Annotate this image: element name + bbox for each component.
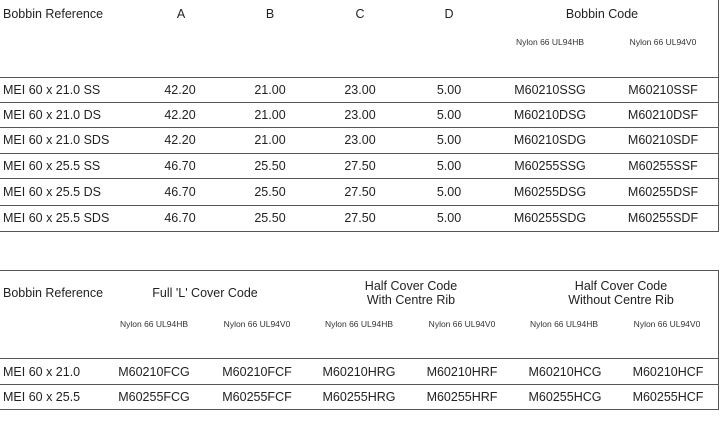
subheader-ul94v0: Nylon 66 UL94V0 bbox=[629, 37, 697, 47]
table-border bbox=[718, 270, 719, 410]
cell-d: 5.00 bbox=[436, 133, 462, 147]
cell-full-hb: M60255FCG bbox=[118, 390, 190, 404]
cell-code-hb: M60210SDG bbox=[513, 133, 587, 147]
cell-code-hb: M60210SSG bbox=[514, 83, 586, 97]
cell-a: 46.70 bbox=[164, 211, 196, 225]
header-bobbin-code: Bobbin Code bbox=[565, 7, 639, 21]
cell-code-v0: M60255DSF bbox=[627, 185, 699, 199]
cell-d: 5.00 bbox=[436, 159, 462, 173]
cell-code-v0: M60210SSF bbox=[628, 83, 698, 97]
cell-code-hb: M60210DSG bbox=[513, 108, 587, 122]
header-bobbin-reference: Bobbin Reference bbox=[3, 7, 104, 21]
row-divider bbox=[0, 77, 719, 78]
row-divider bbox=[0, 358, 719, 359]
cell-full-v0: M60255FCF bbox=[222, 390, 292, 404]
header-a: A bbox=[176, 7, 186, 21]
cell-code-v0: M60255SDF bbox=[627, 211, 699, 225]
subheader-ul94v0: Nylon 66 UL94V0 bbox=[428, 319, 496, 329]
cell-ref: MEI 60 x 25.5 SDS bbox=[3, 211, 110, 225]
header-b: B bbox=[265, 7, 275, 21]
cell-norib-v0: M60210HCF bbox=[632, 365, 704, 379]
cell-code-v0: M60210DSF bbox=[627, 108, 699, 122]
cell-b: 21.00 bbox=[254, 133, 286, 147]
row-divider bbox=[0, 231, 719, 232]
cell-ref: MEI 60 x 25.5 SS bbox=[3, 159, 101, 173]
subheader-ul94hb: Nylon 66 UL94HB bbox=[529, 319, 599, 329]
subheader-ul94v0: Nylon 66 UL94V0 bbox=[633, 319, 701, 329]
cell-ref: MEI 60 x 25.5 DS bbox=[3, 185, 101, 199]
row-divider bbox=[0, 153, 719, 154]
cell-ref: MEI 60 x 21.0 SDS bbox=[3, 133, 110, 147]
cell-full-hb: M60210FCG bbox=[118, 365, 190, 379]
cell-a: 42.20 bbox=[164, 133, 196, 147]
header-half-cover-norib-line1: Half Cover Code bbox=[574, 279, 668, 293]
cell-norib-hb: M60210HCG bbox=[528, 365, 602, 379]
cell-b: 25.50 bbox=[254, 159, 286, 173]
row-divider bbox=[0, 127, 719, 128]
header-half-cover-rib-line1: Half Cover Code bbox=[364, 279, 458, 293]
header-half-cover-rib-line2: With Centre Rib bbox=[366, 293, 456, 307]
cell-code-hb: M60255SSG bbox=[514, 159, 586, 173]
cell-ref: MEI 60 x 21.0 bbox=[3, 365, 81, 379]
table-top-border bbox=[0, 270, 719, 271]
cell-b: 21.00 bbox=[254, 108, 286, 122]
cell-c: 27.50 bbox=[344, 185, 376, 199]
cell-ref: MEI 60 x 21.0 SS bbox=[3, 83, 101, 97]
cell-a: 42.20 bbox=[164, 83, 196, 97]
row-divider bbox=[0, 409, 719, 410]
subheader-ul94hb: Nylon 66 UL94HB bbox=[324, 319, 394, 329]
cell-b: 25.50 bbox=[254, 185, 286, 199]
table-border bbox=[718, 0, 719, 232]
cell-rib-hb: M60210HRG bbox=[322, 365, 396, 379]
cell-ref: MEI 60 x 25.5 bbox=[3, 390, 81, 404]
header-d: D bbox=[444, 7, 454, 21]
row-divider bbox=[0, 178, 719, 179]
cell-code-hb: M60255SDG bbox=[513, 211, 587, 225]
cell-d: 5.00 bbox=[436, 185, 462, 199]
cell-full-v0: M60210FCF bbox=[222, 365, 292, 379]
header-bobbin-reference: Bobbin Reference bbox=[3, 286, 104, 300]
subheader-ul94hb: Nylon 66 UL94HB bbox=[119, 319, 189, 329]
subheader-ul94hb: Nylon 66 UL94HB bbox=[515, 37, 585, 47]
cell-code-v0: M60255SSF bbox=[628, 159, 698, 173]
cell-code-v0: M60210SDF bbox=[627, 133, 699, 147]
header-half-cover-norib-line2: Without Centre Rib bbox=[568, 293, 674, 307]
cell-c: 23.00 bbox=[344, 133, 376, 147]
cell-c: 27.50 bbox=[344, 159, 376, 173]
cell-d: 5.00 bbox=[436, 108, 462, 122]
cell-code-hb: M60255DSG bbox=[513, 185, 587, 199]
cell-b: 25.50 bbox=[254, 211, 286, 225]
cell-ref: MEI 60 x 21.0 DS bbox=[3, 108, 101, 122]
cell-norib-v0: M60255HCF bbox=[632, 390, 704, 404]
cell-a: 46.70 bbox=[164, 185, 196, 199]
cell-a: 42.20 bbox=[164, 108, 196, 122]
cell-a: 46.70 bbox=[164, 159, 196, 173]
cell-norib-hb: M60255HCG bbox=[528, 390, 602, 404]
cell-c: 23.00 bbox=[344, 108, 376, 122]
cell-d: 5.00 bbox=[436, 83, 462, 97]
header-c: C bbox=[355, 7, 365, 21]
cell-c: 23.00 bbox=[344, 83, 376, 97]
cell-rib-v0: M60210HRF bbox=[426, 365, 498, 379]
cell-b: 21.00 bbox=[254, 83, 286, 97]
row-divider bbox=[0, 205, 719, 206]
subheader-ul94v0: Nylon 66 UL94V0 bbox=[223, 319, 291, 329]
row-divider bbox=[0, 102, 719, 103]
cell-c: 27.50 bbox=[344, 211, 376, 225]
cell-rib-hb: M60255HRG bbox=[322, 390, 396, 404]
header-full-l-cover-code: Full 'L' Cover Code bbox=[152, 286, 258, 300]
cell-d: 5.00 bbox=[436, 211, 462, 225]
row-divider bbox=[0, 384, 719, 385]
cell-rib-v0: M60255HRF bbox=[426, 390, 498, 404]
